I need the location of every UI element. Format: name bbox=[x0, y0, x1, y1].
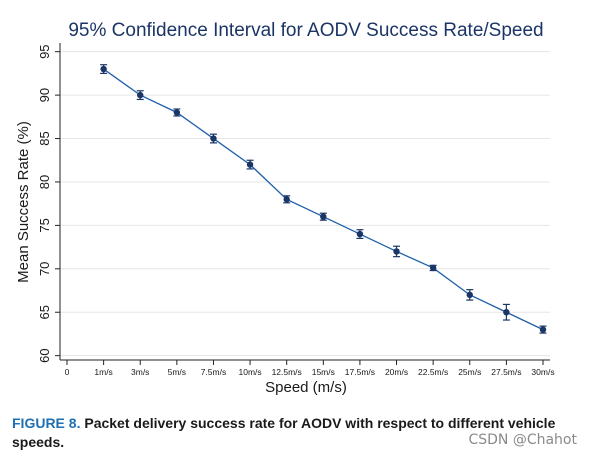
x-tick-label: 5m/s bbox=[168, 367, 186, 377]
data-point bbox=[283, 196, 290, 203]
data-point bbox=[137, 91, 144, 99]
x-tick-label: 20m/s bbox=[385, 367, 408, 377]
caption-text: Packet delivery success rate for AODV wi… bbox=[12, 415, 556, 450]
x-tick-label: 30m/s bbox=[531, 367, 554, 377]
data-point bbox=[320, 213, 327, 220]
x-tick-label: 3m/s bbox=[131, 367, 149, 377]
x-tick-label: 12.5m/s bbox=[272, 367, 302, 377]
data-point bbox=[100, 65, 107, 73]
chart-figure: 95% Confidence Interval for AODV Success… bbox=[0, 0, 591, 400]
y-tick-label: 60 bbox=[37, 348, 52, 362]
y-tick-label: 65 bbox=[37, 305, 52, 319]
x-tick-label: 0 bbox=[65, 367, 70, 377]
x-tick-label: 17.5m/s bbox=[345, 367, 375, 377]
data-point bbox=[539, 326, 547, 333]
y-tick-label: 90 bbox=[37, 88, 52, 102]
x-tick-label: 27.5m/s bbox=[491, 367, 521, 377]
x-tick-label: 15m/s bbox=[312, 367, 335, 377]
y-tick-label: 75 bbox=[37, 218, 52, 232]
data-point bbox=[246, 161, 254, 168]
data-point bbox=[429, 264, 437, 272]
y-tick-label: 95 bbox=[37, 44, 52, 58]
chart-title: 95% Confidence Interval for AODV Success… bbox=[68, 20, 543, 41]
plot-area: 60 65 70 75 80 85 90 95 0 1m/s 3m/s 5m/s 7.5m/s 10m/s… bbox=[37, 43, 555, 377]
data-point bbox=[503, 309, 510, 316]
data-point bbox=[210, 135, 217, 142]
x-axis-label: Speed (m/s) bbox=[265, 379, 347, 396]
x-tick-label: 10m/s bbox=[238, 367, 261, 377]
data-point bbox=[356, 230, 364, 238]
caption-label: FIGURE 8. bbox=[12, 415, 81, 431]
x-tick-label: 1m/s bbox=[94, 367, 112, 377]
x-tick-label: 7.5m/s bbox=[201, 367, 227, 377]
x-tick-label: 25m/s bbox=[458, 367, 481, 377]
figure-caption: FIGURE 8. Packet delivery success rate f… bbox=[12, 414, 582, 452]
data-point bbox=[393, 248, 400, 255]
y-tick-label: 80 bbox=[37, 175, 52, 189]
chart-background bbox=[0, 0, 591, 400]
y-axis-label: Mean Success Rate (%) bbox=[15, 121, 32, 283]
data-point bbox=[466, 291, 473, 299]
watermark: CSDN @Chahot bbox=[468, 432, 577, 448]
data-point bbox=[173, 109, 181, 116]
x-tick-label: 22.5m/s bbox=[418, 367, 448, 377]
y-tick-label: 85 bbox=[37, 131, 52, 145]
y-tick-label: 70 bbox=[37, 262, 52, 276]
